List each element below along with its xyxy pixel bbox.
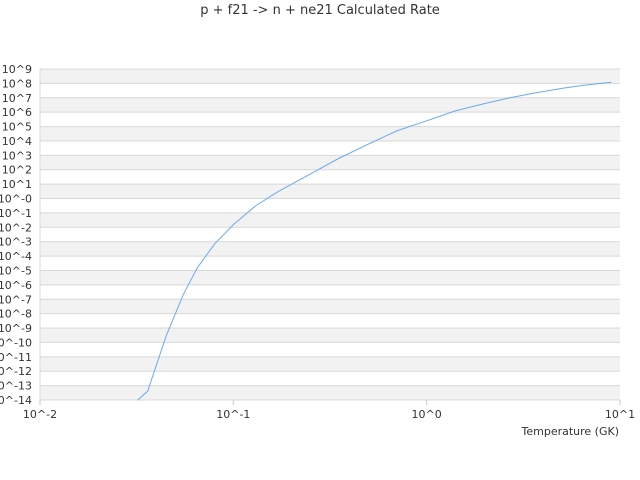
y-tick-label: 10^-9 bbox=[0, 322, 32, 335]
y-tick-label: 10^-2 bbox=[0, 221, 32, 234]
grid-band bbox=[40, 212, 620, 228]
grid-band bbox=[40, 83, 620, 98]
grid-band bbox=[40, 256, 620, 271]
y-tick-label: 10^-3 bbox=[0, 236, 32, 249]
x-tick-label: 10^1 bbox=[605, 408, 635, 421]
grid-band bbox=[40, 299, 620, 314]
grid-band bbox=[40, 69, 620, 84]
x-tick-label: 10^0 bbox=[412, 408, 442, 421]
y-tick-label: 10^9 bbox=[2, 63, 32, 76]
grid-band bbox=[40, 270, 620, 285]
grid-band bbox=[40, 356, 620, 372]
grid-band bbox=[40, 227, 620, 242]
y-tick-label: 10^-8 bbox=[0, 308, 32, 321]
grid-lines bbox=[39, 68, 620, 401]
y-tick-label: 10^4 bbox=[2, 135, 32, 148]
y-tick-label: 10^-11 bbox=[0, 351, 32, 364]
y-tick-label: 10^-7 bbox=[0, 293, 32, 306]
x-tick-label: 10^-2 bbox=[23, 408, 57, 421]
grid-band bbox=[40, 169, 620, 185]
y-tick-label: 10^-0 bbox=[0, 193, 32, 206]
grid-bands bbox=[40, 69, 620, 400]
series-line bbox=[137, 81, 612, 401]
y-tick-label: 10^2 bbox=[2, 164, 32, 177]
y-tick-label: 10^-13 bbox=[0, 380, 32, 393]
x-axis-ticks: 10^-2 10^-1 10^0 10^1 bbox=[23, 400, 635, 421]
y-tick-label: 10^6 bbox=[2, 106, 32, 119]
x-tick-label: 10^-1 bbox=[216, 408, 250, 421]
y-tick-label: 10^5 bbox=[2, 121, 32, 134]
grid-band bbox=[40, 385, 620, 400]
grid-band bbox=[40, 184, 620, 199]
y-tick-label: 10^-4 bbox=[0, 250, 32, 263]
grid-band bbox=[40, 97, 620, 113]
y-tick-label: 10^8 bbox=[2, 77, 32, 90]
y-tick-label: 10^-6 bbox=[0, 279, 32, 292]
grid-band bbox=[40, 342, 620, 357]
y-tick-label: 10^-12 bbox=[0, 365, 32, 378]
y-tick-label: 10^3 bbox=[2, 149, 32, 162]
grid-band bbox=[40, 198, 620, 213]
x-axis-title: Temperature (GK) bbox=[521, 425, 620, 438]
y-tick-label: 10^7 bbox=[2, 92, 32, 105]
grid-band bbox=[40, 284, 620, 300]
y-tick-label: 10^1 bbox=[2, 178, 32, 191]
grid-band bbox=[40, 155, 620, 170]
grid-band bbox=[40, 328, 620, 343]
chart-title: p + f21 -> n + ne21 Calculated Rate bbox=[200, 3, 440, 18]
y-axis-ticks: 10^910^8 10^710^6 10^510^410^3 10^210^1 10^-… bbox=[0, 63, 32, 407]
grid-band bbox=[40, 241, 620, 257]
grid-band bbox=[40, 371, 620, 386]
y-tick-label: 10^-14 bbox=[0, 394, 32, 407]
y-tick-label: 10^-10 bbox=[0, 336, 32, 349]
plot-area bbox=[137, 81, 612, 401]
y-tick-label: 10^-5 bbox=[0, 264, 32, 277]
grid-band bbox=[40, 140, 620, 156]
grid-band bbox=[40, 313, 620, 329]
y-tick-label: 10^-1 bbox=[0, 207, 32, 220]
grid-band bbox=[40, 126, 620, 141]
grid-band bbox=[40, 112, 620, 127]
